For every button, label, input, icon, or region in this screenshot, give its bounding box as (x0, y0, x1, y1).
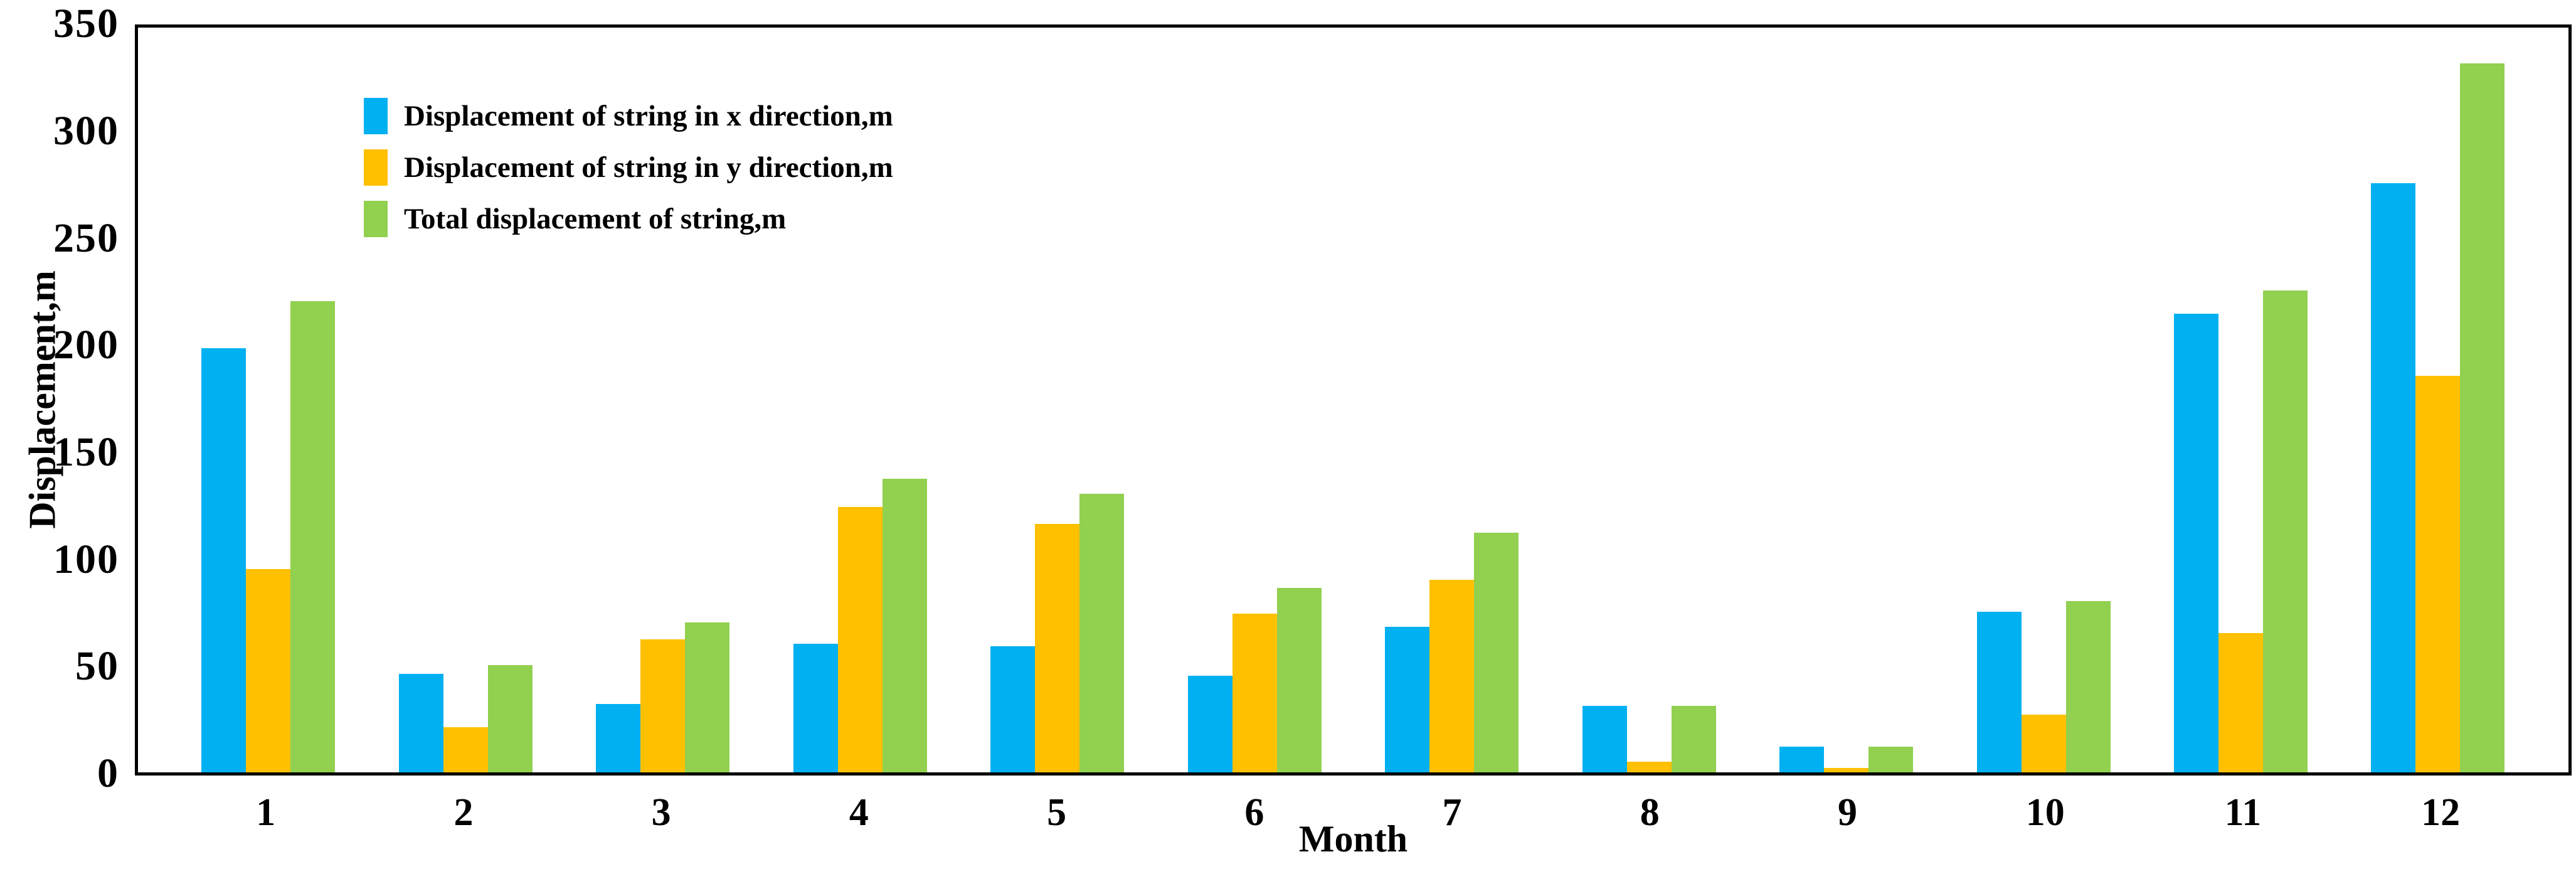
legend-swatch-icon (364, 201, 388, 237)
chart-legend: Displacement of string in x direction,m D… (364, 90, 893, 245)
bar-series-3-month-8 (1671, 706, 1716, 772)
x-axis-tick-labels: 1 2 3 4 5 6 7 8 9 10 11 12 (135, 786, 2572, 840)
legend-label: Total displacement of string,m (404, 203, 787, 235)
x-tick-label-9: 9 (1837, 791, 1857, 834)
bar-series-3-month-7 (1474, 533, 1519, 772)
legend-label: Displacement of string in y direction,m (404, 151, 893, 184)
bar-series-2-month-6 (1232, 614, 1277, 772)
x-tick-label-6: 6 (1244, 791, 1264, 834)
bar-groups (138, 28, 2568, 772)
bar-series-3-month-12 (2460, 63, 2505, 772)
y-tick-label-0: 0 (97, 750, 119, 796)
bar-series-1-month-1 (201, 348, 246, 772)
y-tick-label-350: 350 (53, 1, 119, 47)
legend-item-1: Displacement of string in x direction,m (364, 90, 893, 142)
bar-series-2-month-8 (1626, 762, 1672, 772)
x-axis-title: Month (1298, 818, 1408, 860)
bar-series-2-month-3 (640, 639, 686, 772)
bar-series-1-month-10 (1976, 612, 2022, 772)
y-tick-label-150: 150 (53, 429, 119, 475)
x-tick-label-4: 4 (849, 791, 869, 834)
bar-group-month-11 (2173, 28, 2308, 772)
bar-group-month-5 (990, 28, 1125, 772)
x-tick-label-8: 8 (1640, 791, 1660, 834)
bar-series-1-month-6 (1187, 676, 1232, 772)
bar-series-1-month-2 (398, 674, 443, 772)
legend-item-2: Displacement of string in y direction,m (364, 142, 893, 193)
bar-series-1-month-11 (2173, 314, 2218, 772)
x-tick-label-5: 5 (1047, 791, 1067, 834)
bar-series-1-month-7 (1385, 627, 1430, 772)
bar-series-3-month-5 (1079, 494, 1125, 772)
bar-series-3-month-4 (882, 479, 927, 772)
x-tick-label-11: 11 (2224, 791, 2262, 834)
bar-series-3-month-1 (290, 301, 336, 772)
bar-group-month-6 (1187, 28, 1322, 772)
x-tick-label-1: 1 (256, 791, 276, 834)
bar-group-month-3 (596, 28, 730, 772)
bar-series-2-month-4 (837, 507, 883, 772)
bar-series-2-month-9 (1824, 768, 1869, 772)
legend-swatch-icon (364, 98, 388, 134)
legend-swatch-icon (364, 149, 388, 186)
bar-series-1-month-5 (990, 646, 1036, 772)
bar-group-month-4 (793, 28, 927, 772)
bar-series-2-month-2 (443, 727, 488, 772)
bar-series-3-month-6 (1276, 588, 1322, 772)
y-tick-label-200: 200 (53, 322, 119, 368)
x-tick-label-7: 7 (1442, 791, 1462, 834)
bar-series-3-month-9 (1868, 747, 1914, 772)
bar-group-month-2 (398, 28, 533, 772)
bar-series-2-month-10 (2021, 715, 2066, 772)
bar-group-month-8 (1582, 28, 1716, 772)
plot-area: Displacement of string in x direction,m D… (135, 24, 2572, 776)
bar-series-1-month-3 (596, 704, 641, 772)
y-axis-title: Displacement,m (21, 270, 63, 529)
y-tick-label-250: 250 (53, 215, 119, 261)
bar-group-month-1 (201, 28, 336, 772)
bar-series-2-month-5 (1035, 524, 1080, 772)
bar-series-3-month-11 (2262, 291, 2308, 772)
x-tick-label-3: 3 (651, 791, 671, 834)
bar-group-month-12 (2371, 28, 2505, 772)
x-tick-label-10: 10 (2025, 791, 2065, 834)
y-tick-label-300: 300 (53, 107, 119, 154)
x-tick-label-12: 12 (2421, 791, 2461, 834)
legend-label: Displacement of string in x direction,m (404, 100, 893, 132)
bar-series-3-month-10 (2065, 601, 2111, 772)
x-tick-label-2: 2 (453, 791, 474, 834)
bar-series-2-month-7 (1429, 580, 1475, 772)
y-tick-label-50: 50 (75, 643, 119, 690)
bar-series-1-month-9 (1779, 747, 1825, 772)
bar-series-2-month-12 (2415, 376, 2461, 772)
bar-group-month-9 (1779, 28, 1914, 772)
bar-series-1-month-4 (793, 644, 838, 772)
legend-item-3: Total displacement of string,m (364, 193, 893, 245)
bar-group-month-7 (1385, 28, 1519, 772)
y-tick-label-100: 100 (53, 536, 119, 582)
bar-series-3-month-2 (487, 665, 533, 772)
bar-series-1-month-8 (1582, 706, 1627, 772)
bar-series-3-month-3 (685, 622, 730, 772)
bar-series-1-month-12 (2371, 183, 2416, 772)
bar-group-month-10 (1976, 28, 2111, 772)
bar-series-2-month-1 (246, 569, 291, 772)
bar-series-2-month-11 (2218, 633, 2263, 772)
